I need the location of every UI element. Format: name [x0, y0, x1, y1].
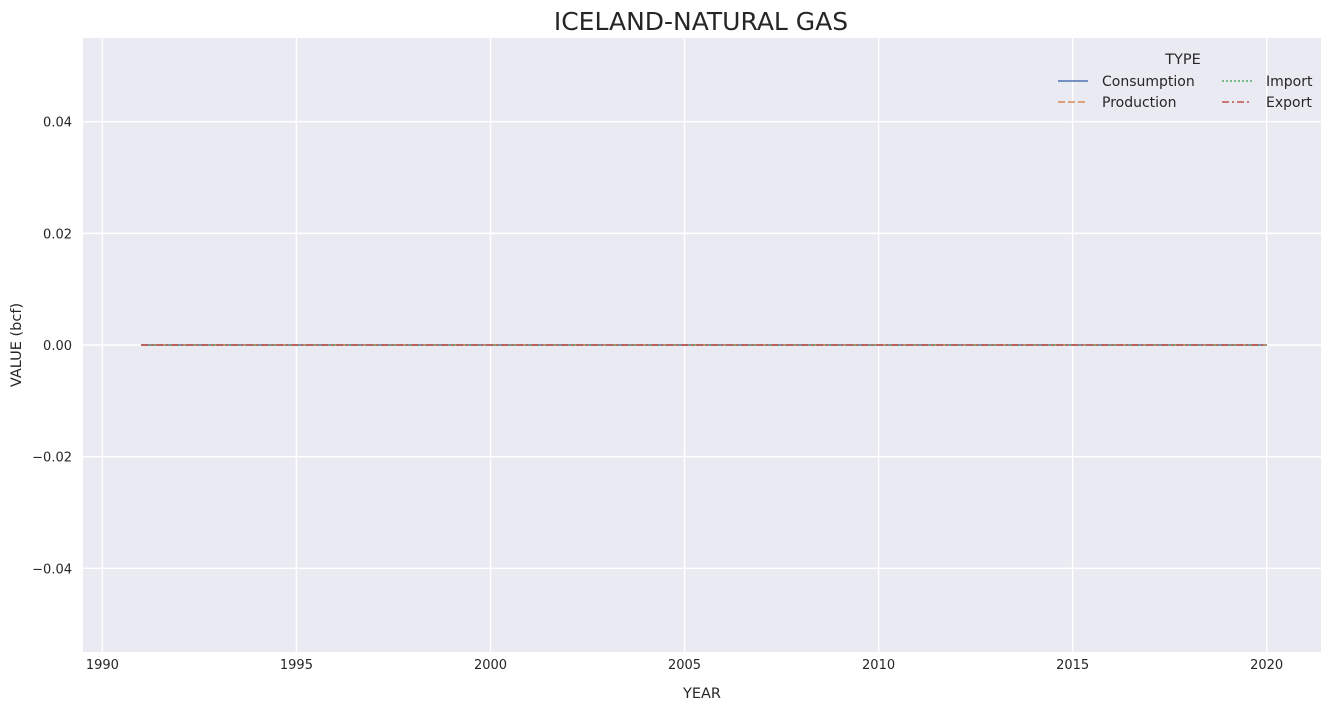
x-tick-label: 2010 — [862, 658, 895, 673]
y-axis-label: VALUE (bcf) — [9, 303, 25, 387]
x-axis-label: YEAR — [682, 686, 721, 702]
y-tick-label: −0.04 — [32, 562, 72, 577]
legend-title: TYPE — [1164, 52, 1201, 68]
x-tick-label: 2000 — [474, 658, 507, 673]
x-tick-label: 2005 — [668, 658, 701, 673]
legend-label-import: Import — [1266, 74, 1313, 90]
legend-label-export: Export — [1266, 95, 1312, 111]
legend: TYPE Consumption Production Import Export — [1058, 52, 1313, 111]
x-tick-label: 2015 — [1056, 658, 1089, 673]
y-tick-label: −0.02 — [32, 451, 72, 466]
x-tick-label: 2020 — [1250, 658, 1283, 673]
y-tick-labels: 0.04 0.02 0.00 −0.02 −0.04 — [32, 116, 72, 578]
y-tick-label: 0.00 — [43, 339, 72, 354]
chart-title: ICELAND-NATURAL GAS — [554, 7, 848, 36]
legend-label-production: Production — [1102, 95, 1176, 111]
x-tick-label: 1990 — [86, 658, 119, 673]
y-tick-label: 0.02 — [43, 227, 72, 242]
y-tick-label: 0.04 — [43, 116, 72, 131]
x-tick-label: 1995 — [280, 658, 313, 673]
legend-label-consumption: Consumption — [1102, 74, 1195, 90]
x-tick-labels: 1990 1995 2000 2005 2010 2015 2020 — [86, 658, 1283, 673]
